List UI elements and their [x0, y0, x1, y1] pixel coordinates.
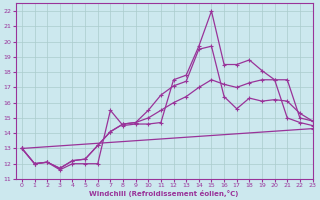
X-axis label: Windchill (Refroidissement éolien,°C): Windchill (Refroidissement éolien,°C)	[89, 190, 239, 197]
